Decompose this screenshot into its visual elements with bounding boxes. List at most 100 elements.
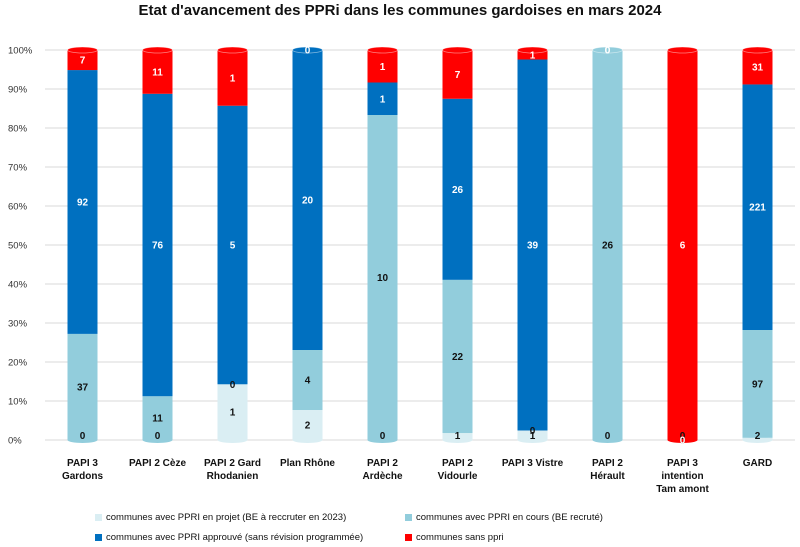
data-label: 5 <box>230 241 236 252</box>
data-label: 1 <box>380 62 386 73</box>
bar-segment <box>517 59 548 431</box>
bar-top-cap <box>517 46 548 54</box>
bar-segment <box>67 333 98 440</box>
bar-segment <box>442 433 473 440</box>
data-label: 0 <box>380 431 386 442</box>
data-label: 0 <box>80 431 86 442</box>
data-label: 0 <box>305 46 311 57</box>
bar-segment <box>292 410 323 440</box>
bar-segment <box>592 50 623 440</box>
data-label: 1 <box>380 94 386 105</box>
legend-item: communes sans ppri <box>405 532 504 543</box>
bar-segment <box>517 50 548 60</box>
legend-label: communes avec PPRI en projet (BE à reccr… <box>106 512 347 523</box>
x-category-label: Hérault <box>590 471 625 482</box>
bar-segment <box>217 384 248 440</box>
legend-label: communes avec PPRI approuvé (sans révisi… <box>106 532 364 543</box>
x-category-label: Plan Rhône <box>280 458 335 469</box>
legend-swatch <box>405 514 412 521</box>
data-labels: 0379270117611105124200010111222671039102… <box>77 46 766 447</box>
bar-segment <box>142 396 173 440</box>
bar-segment <box>517 430 548 440</box>
x-category-label: PAPI 2 Cèze <box>129 458 186 469</box>
bar-segment <box>742 84 773 330</box>
data-label: 26 <box>452 185 464 196</box>
x-category-label: PAPI 2 <box>442 458 473 469</box>
bar-segment <box>217 105 248 385</box>
data-label: 2 <box>305 421 311 432</box>
bar-segment <box>217 50 248 106</box>
data-label: 92 <box>77 197 89 208</box>
y-axis-ticks: 0% 10% 20% 30% 40% 50% 60% 70% 80% 90% 100% <box>8 46 33 447</box>
bar-segment <box>442 98 473 280</box>
bar-segment <box>442 279 473 434</box>
x-category-label: intention <box>661 471 703 482</box>
bar-top-cap <box>142 46 173 54</box>
data-label: 7 <box>455 70 461 81</box>
bar-base-cap <box>142 437 173 443</box>
data-label: 0 <box>230 380 236 391</box>
x-axis-categories: PAPI 3 Gardons PAPI 2 Cèze PAPI 2 Gard Rhoda… <box>62 458 772 495</box>
y-tick-label: 30% <box>8 319 28 330</box>
x-category-label: Tam amont <box>656 484 709 495</box>
legend-item: communes avec PPRI en cours (BE recruté) <box>405 512 603 523</box>
bar-segment <box>367 115 398 440</box>
y-tick-label: 60% <box>8 202 28 213</box>
bar-top-cap <box>592 46 623 54</box>
x-category-label: PAPI 2 <box>367 458 398 469</box>
bar-top-cap <box>292 46 323 54</box>
data-label: 97 <box>752 379 764 390</box>
x-category-label: PAPI 3 Vistre <box>502 458 564 469</box>
data-label: 0 <box>605 46 611 57</box>
y-tick-label: 40% <box>8 280 28 291</box>
x-category-label: PAPI 2 Gard <box>204 458 261 469</box>
x-category-label: PAPI 2 <box>592 458 623 469</box>
data-label: 1 <box>455 431 461 442</box>
bar-segment <box>67 50 98 71</box>
bar-base-cap <box>292 437 323 443</box>
legend-swatch <box>405 534 412 541</box>
x-category-label: Rhodanien <box>207 471 259 482</box>
data-label: 1 <box>530 431 536 442</box>
legend-swatch <box>95 514 102 521</box>
bar-base-cap <box>367 437 398 443</box>
bar-top-cap <box>67 46 98 54</box>
bar-top-cap <box>442 46 473 54</box>
bar-base-cap <box>742 437 773 443</box>
data-label: 1 <box>530 50 536 61</box>
legend-swatch <box>95 534 102 541</box>
data-label: 39 <box>527 241 539 252</box>
x-category-label: Gardons <box>62 471 104 482</box>
bar-segment <box>742 50 773 85</box>
data-label: 37 <box>77 382 89 393</box>
data-label: 0 <box>680 431 686 442</box>
x-category-label: Vidourle <box>438 471 478 482</box>
data-label: 31 <box>752 63 764 74</box>
bar-base-cap <box>442 437 473 443</box>
data-label: 1 <box>230 408 236 419</box>
data-label: 0 <box>530 426 536 437</box>
data-label: 0 <box>680 436 686 447</box>
y-tick-label: 70% <box>8 163 28 174</box>
bar-segment <box>367 50 398 83</box>
bar-segment <box>367 82 398 115</box>
data-label: 0 <box>605 431 611 442</box>
y-tick-label: 20% <box>8 358 28 369</box>
bar-segment <box>142 50 173 94</box>
chart-area: 0% 10% 20% 30% 40% 50% 60% 70% 80% 90% 100% 0 37 92 7… <box>8 46 795 495</box>
data-label: 1 <box>230 73 236 84</box>
data-label: 22 <box>452 352 464 363</box>
x-category-label: Ardèche <box>362 471 402 482</box>
data-label: 11 <box>152 414 163 425</box>
bar-segment <box>742 330 773 438</box>
legend-label: communes sans ppri <box>416 532 504 543</box>
bar-segment <box>292 50 323 350</box>
data-label: 221 <box>749 203 766 214</box>
bar-top-cap <box>667 46 698 54</box>
data-label: 0 <box>155 431 161 442</box>
data-label: 20 <box>302 196 314 207</box>
y-tick-label: 50% <box>8 241 28 252</box>
bars <box>67 46 773 443</box>
bar-top-cap <box>217 46 248 54</box>
bar-base-cap <box>217 437 248 443</box>
